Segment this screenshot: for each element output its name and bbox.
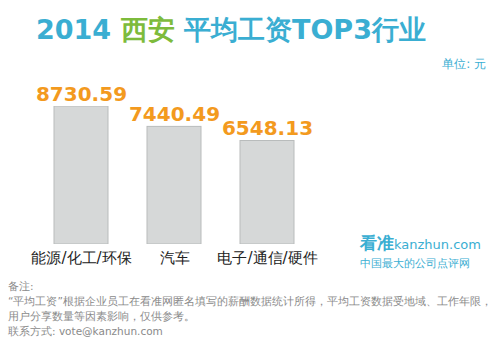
svg-text:7440.49: 7440.49 bbox=[129, 102, 220, 126]
html-text:“平均工资”根据企业员工在看准网匿名填写的薪酬数据统计所得，: “平均工资”根据企业员工在看准网匿名填写的薪酬数据统计所得，平均工资数据受地域、… bbox=[8, 295, 492, 322]
svg-text:电子/通信/硬件: 电子/通信/硬件 bbox=[217, 249, 317, 267]
html-text:联系方式: vote@kanzhun.com: 联系方式: vote@kanzhun.com bbox=[8, 325, 163, 337]
svg-text:能源/化工/环保: 能源/化工/环保 bbox=[31, 249, 131, 267]
svg-text:汽车: 汽车 bbox=[160, 249, 190, 267]
html-text:备注:: 备注: bbox=[8, 280, 34, 292]
html-text:单位: 元: 单位: 元 bbox=[442, 57, 486, 71]
html-text:看准kanzhun.com: 看准kanzhun.com bbox=[360, 233, 481, 253]
svg-text:6548.13: 6548.13 bbox=[222, 116, 313, 140]
html-text:2014 西安 平均工资TOP3行业: 2014 西安 平均工资TOP3行业 bbox=[36, 14, 426, 45]
svg-text:8730.59: 8730.59 bbox=[36, 82, 127, 106]
html-text:中国最大的公司点评网: 中国最大的公司点评网 bbox=[360, 257, 470, 270]
